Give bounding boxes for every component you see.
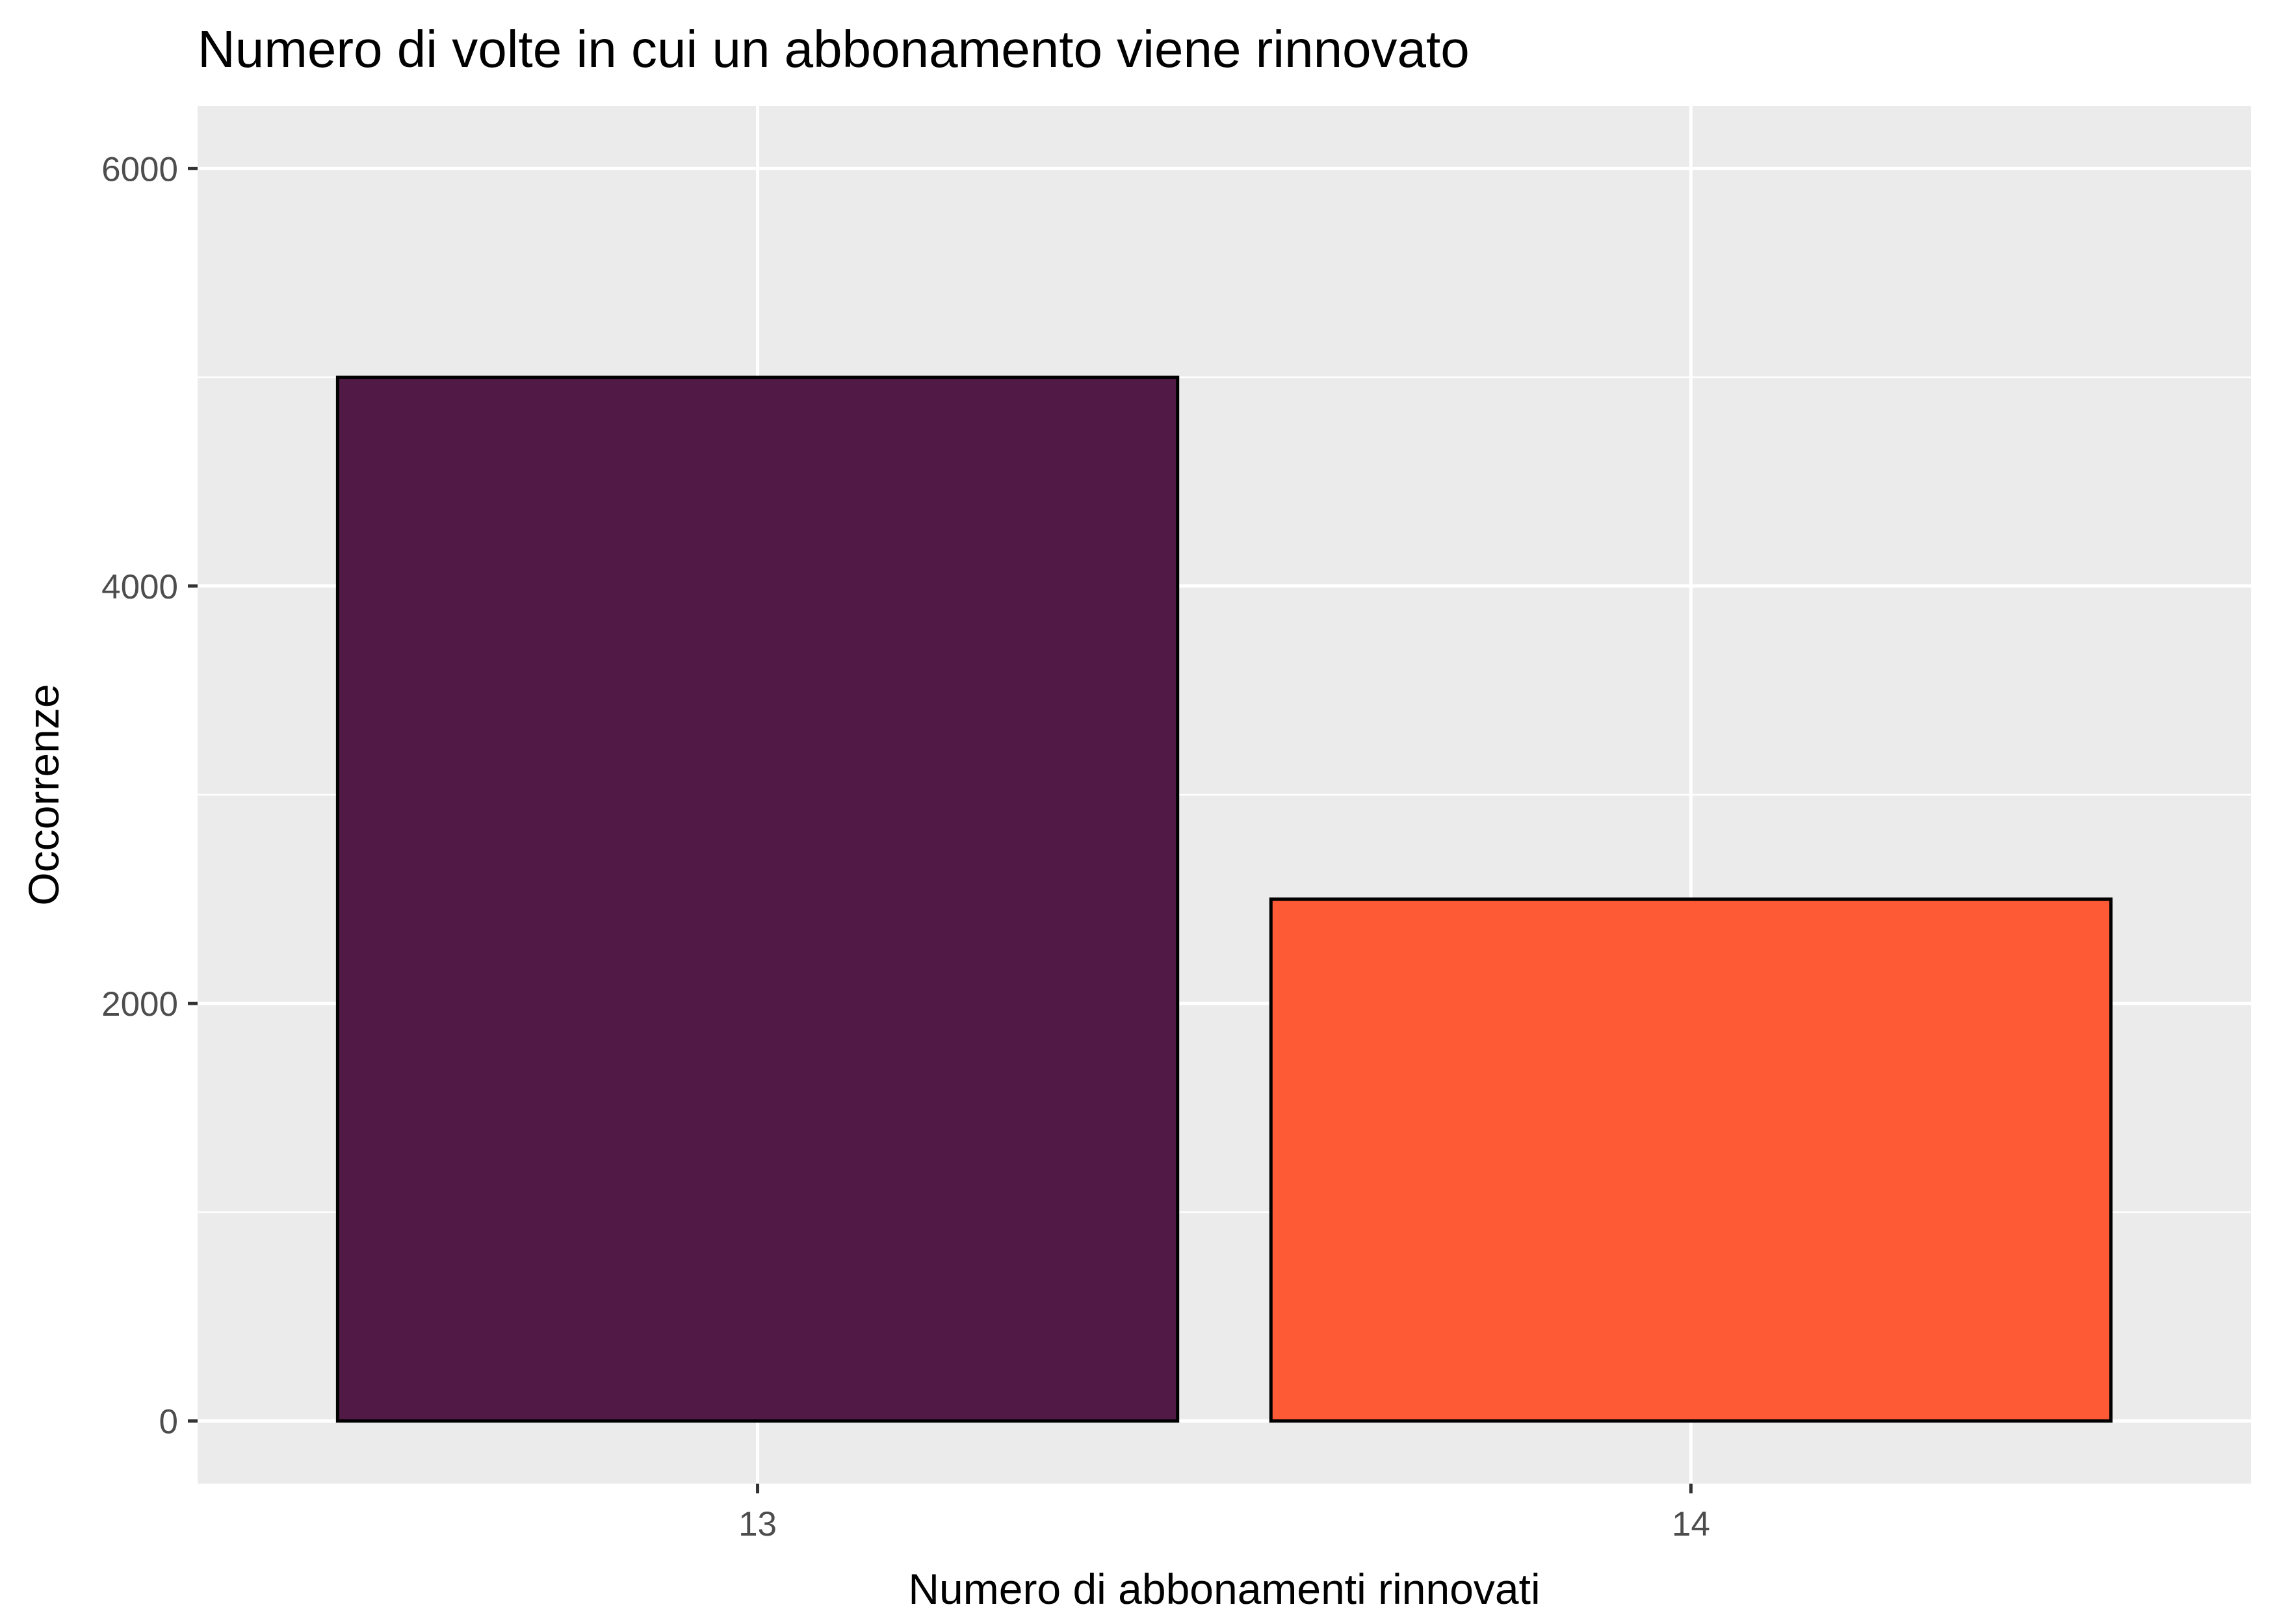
chart-title: Numero di volte in cui un abbonamento vi… (198, 20, 1470, 78)
x-tick-label: 14 (1672, 1505, 1710, 1543)
y-tick-label: 4000 (101, 568, 178, 606)
y-axis-title: Occorrenze (20, 684, 68, 905)
x-axis: 13 14 (738, 1484, 1710, 1543)
y-tick-label: 2000 (101, 985, 178, 1024)
bars (335, 376, 2113, 1423)
bar (1269, 897, 2113, 1423)
bar (335, 376, 1180, 1423)
y-axis: 0 2000 4000 6000 (101, 150, 198, 1441)
y-tick-label: 0 (159, 1403, 178, 1441)
x-tick-label: 13 (738, 1505, 777, 1543)
x-axis-title: Numero di abbonamenti rinnovati (908, 1565, 1540, 1613)
y-tick-label: 6000 (101, 150, 178, 188)
